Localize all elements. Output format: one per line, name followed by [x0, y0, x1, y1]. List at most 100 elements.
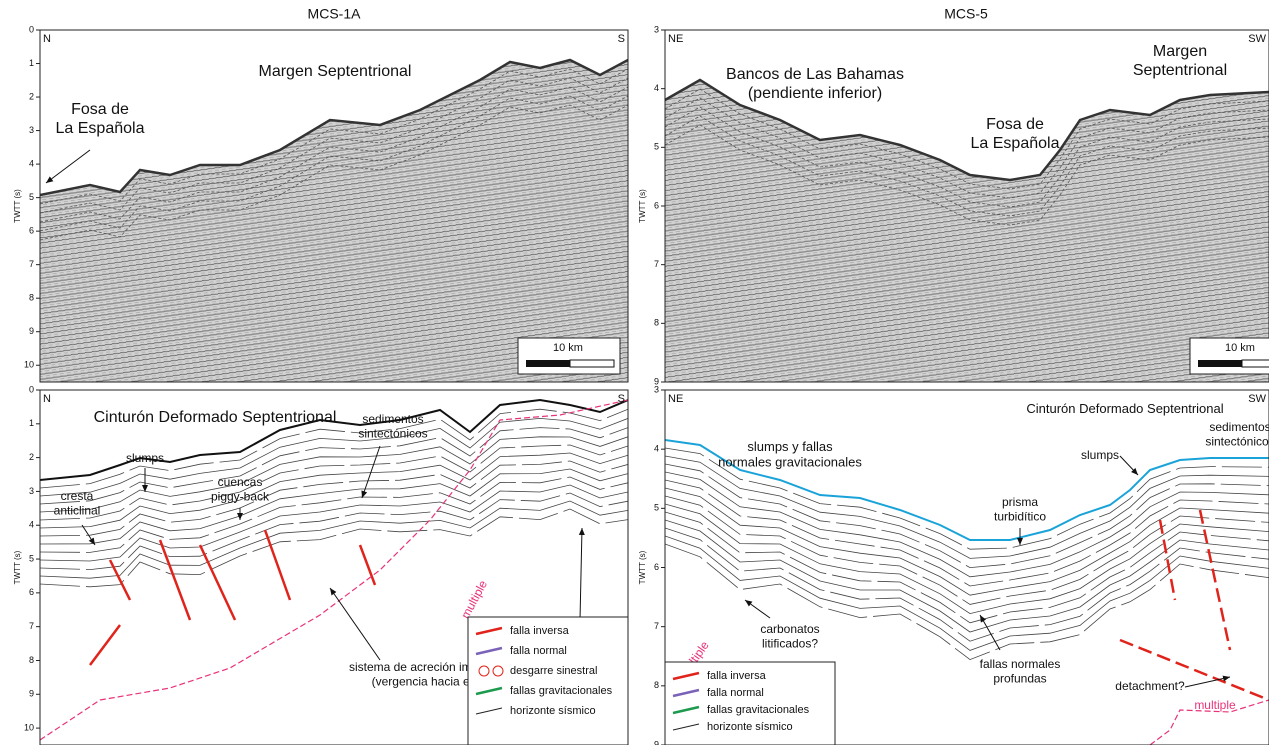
annotation-line: turbidítico: [994, 510, 1046, 524]
scale-bar-white: [570, 360, 614, 367]
annotation-line: detachment?: [1115, 679, 1185, 693]
seismic-horizon: [665, 512, 1269, 623]
annotation-line: Fosa de: [71, 101, 129, 118]
annotation: slumps y fallasnormales gravitacionales: [718, 439, 862, 470]
annotation-line: piggy-back: [211, 490, 270, 504]
y-tick-label: 7: [654, 259, 659, 269]
y-tick-label: 5: [654, 142, 659, 152]
panel: 012345678910TWTT (s)NSMargen Septentrion…: [13, 24, 628, 382]
y-tick-label: 7: [29, 259, 34, 269]
annotation: Cinturón Deformado Septentrional: [1026, 401, 1223, 416]
y-tick-label: 10: [24, 722, 34, 732]
y-tick-label: 3: [654, 24, 659, 34]
y-tick-label: 4: [654, 444, 659, 454]
panel: 3456789TWTT (s)NESWBancos de Las Bahamas…: [638, 24, 1269, 386]
pointer-arrow: [980, 615, 1000, 650]
annotation-line: Bancos de Las Bahamas: [726, 66, 904, 83]
annotation-line: Cinturón Deformado Septentrional: [1026, 401, 1223, 416]
y-tick-label: 0: [29, 384, 34, 394]
corner-label: NE: [668, 33, 683, 45]
corner-label: SW: [1248, 33, 1266, 45]
seismic-horizon: [665, 456, 1269, 558]
annotation-line: Septentrional: [1133, 62, 1227, 79]
corner-label: N: [43, 33, 51, 45]
panel-content: [665, 80, 1269, 382]
y-tick-label: 6: [654, 200, 659, 210]
pointer-arrow: [1120, 456, 1138, 475]
annotation-line: Fosa de: [986, 116, 1044, 133]
y-tick-label: 7: [654, 621, 659, 631]
annotation-line: multiple: [1194, 698, 1236, 712]
annotation-line: fallas normales: [980, 657, 1061, 671]
y-tick-label: 9: [29, 689, 34, 699]
pointer-arrow: [580, 528, 582, 620]
annotation: multiple: [1194, 698, 1236, 712]
annotation-line: normales gravitacionales: [718, 455, 862, 470]
annotation: Bancos de Las Bahamas (pendiente inferior…: [726, 66, 904, 102]
annotation-line: prisma: [1002, 495, 1038, 509]
annotation-line: cresta: [61, 489, 94, 503]
y-tick-label: 8: [654, 680, 659, 690]
annotation: Margen Septentrional: [1133, 43, 1227, 79]
figure: MCS-1A MCS-5 012345678910TWTT (s)NSMarge…: [0, 0, 1269, 745]
y-tick-label: 6: [29, 226, 34, 236]
scale-bar-black: [1198, 360, 1242, 367]
annotation-line: sedimentos: [1209, 420, 1269, 434]
y-tick-label: 9: [654, 739, 659, 745]
annotation-line: sedimentos: [362, 412, 423, 426]
annotation: Fosa de La Española: [971, 116, 1060, 152]
annotation-line: Cinturón Deformado Septentrional: [94, 409, 337, 426]
y-tick-label: 6: [29, 587, 34, 597]
legend-label: fallas gravitacionales: [510, 685, 613, 697]
annotation-line: slumps: [1081, 448, 1119, 462]
fault: [160, 540, 190, 620]
pointer-arrow: [745, 600, 770, 618]
annotation: slumps: [1081, 448, 1119, 462]
legend-label: desgarre sinestral: [510, 665, 597, 677]
annotation-line: Margen: [1153, 43, 1207, 60]
annotation: Fosa deLa Española: [56, 101, 145, 137]
legend-label: falla inversa: [510, 625, 570, 637]
legend-label: horizonte sísmico: [510, 705, 596, 717]
annotation-line: slumps y fallas: [747, 439, 833, 454]
y-tick-label: 8: [29, 293, 34, 303]
corner-label: NE: [668, 393, 683, 405]
y-tick-label: 9: [29, 326, 34, 336]
axis-label: TWTT (s): [13, 189, 22, 223]
y-tick-label: 3: [29, 125, 34, 135]
y-tick-label: 5: [654, 503, 659, 513]
y-tick-label: 5: [29, 553, 34, 563]
fault: [200, 545, 235, 620]
seismic-horizon: [40, 509, 628, 587]
annotation: detachment?: [1115, 679, 1185, 693]
annotation: Cinturón Deformado Septentrional: [94, 409, 337, 426]
y-tick-label: 8: [29, 655, 34, 665]
annotation-line: La Española: [971, 135, 1060, 152]
seismic-horizon: [665, 504, 1269, 614]
seismic-horizon: [665, 496, 1269, 604]
legend-label: falla inversa: [707, 670, 767, 682]
corner-label: SW: [1248, 393, 1266, 405]
y-tick-label: 2: [29, 91, 34, 101]
scale-bar-black: [526, 360, 570, 367]
axis-label: TWTT (s): [638, 550, 647, 584]
page: MCS-1A MCS-5 012345678910TWTT (s)NSMarge…: [0, 0, 1269, 745]
annotation-line: cuencas: [218, 475, 263, 489]
annotation-line: (pendiente inferior): [748, 85, 882, 102]
annotation-line: multiple: [458, 578, 490, 621]
y-tick-label: 2: [29, 452, 34, 462]
panel-title: MCS-5: [944, 6, 988, 22]
pointer-arrow: [330, 588, 380, 660]
annotation-line: anticlinal: [54, 504, 101, 518]
y-tick-label: 1: [29, 418, 34, 428]
y-tick-label: 10: [24, 360, 34, 370]
legend-label: falla normal: [510, 645, 567, 657]
seismic-horizon: [40, 485, 628, 561]
panel-title: MCS-1A: [308, 6, 362, 22]
legend-label: fallas gravitacionales: [707, 704, 810, 716]
legend-label: falla normal: [707, 687, 764, 699]
y-tick-label: 6: [654, 562, 659, 572]
